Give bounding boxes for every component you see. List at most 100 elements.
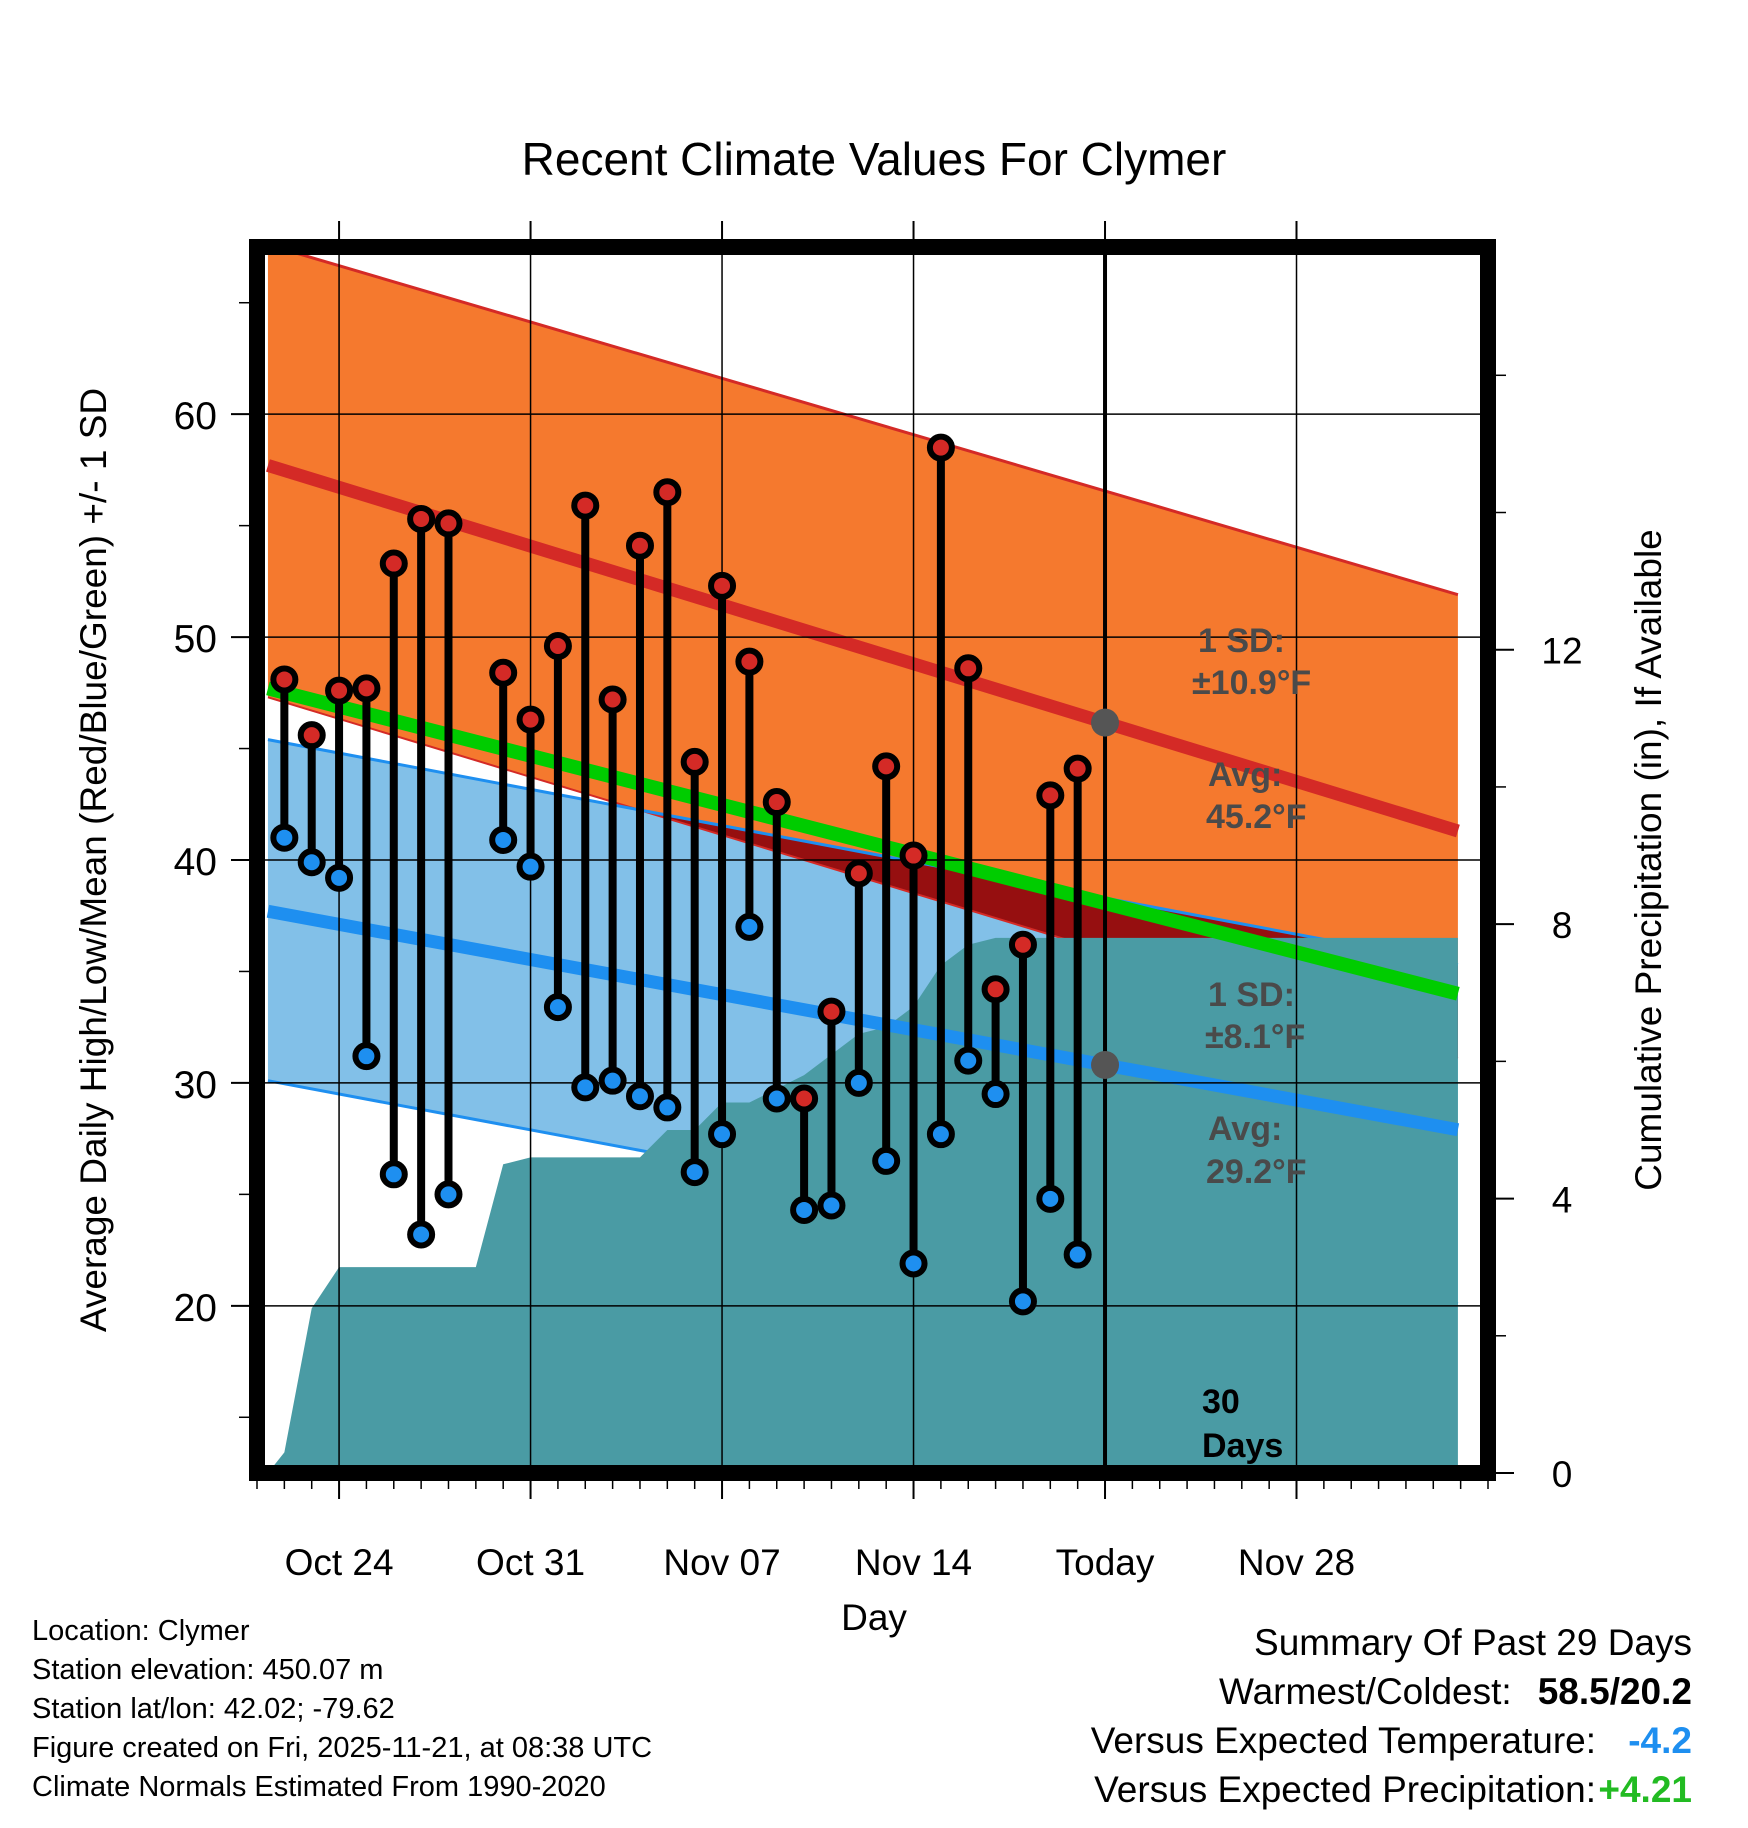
station-latlon: Station lat/lon: 42.02; -79.62 [32, 1693, 395, 1725]
day-range [489, 658, 518, 854]
day-range [543, 632, 572, 1022]
y-tick-label: 20 [174, 1287, 217, 1330]
daily-high-point [571, 491, 600, 520]
day-range [735, 647, 764, 941]
mean-avg-line [266, 681, 1460, 1001]
daily-high-point [352, 674, 381, 703]
x-tick-label: Today [1056, 1542, 1155, 1583]
summary-warm-cold: Warmest/Coldest: 58.5/20.2 [1091, 1667, 1692, 1716]
daily-low-point [434, 1180, 463, 1209]
daily-high-point [407, 504, 436, 533]
daily-low-point [680, 1158, 709, 1187]
warm-cold-value: 58.5/20.2 [1537, 1671, 1692, 1712]
figure-created: Figure created on Fri, 2025-11-21, at 08… [32, 1732, 653, 1764]
x-tick-label: Nov 28 [1238, 1542, 1355, 1583]
precip-vs-expected-value: +4.21 [1598, 1769, 1692, 1810]
daily-high-point [325, 676, 354, 705]
high-sd-value: ±10.9°F [1192, 664, 1311, 702]
daily-low-point [817, 1191, 846, 1220]
summary-panel: Summary Of Past 29 Days Warmest/Coldest:… [1091, 1618, 1692, 1814]
daily-low-point [735, 912, 764, 941]
normals-period: Climate Normals Estimated From 1990-2020 [32, 1771, 606, 1803]
daily-high-point [543, 632, 572, 661]
daily-low-point [872, 1146, 901, 1175]
day-range [653, 478, 682, 1122]
y-tick-label: 60 [174, 395, 217, 438]
low-avg-line [266, 904, 1460, 1137]
plot-frame [249, 239, 1496, 1481]
low-sd-label: 1 SD: [1208, 976, 1295, 1014]
daily-low-point [954, 1046, 983, 1075]
low-upper-line [267, 738, 1459, 967]
daily-high-point [981, 975, 1010, 1004]
daily-high-point [653, 478, 682, 507]
y2-tick-label: 4 [1552, 1180, 1573, 1221]
daily-low-point [790, 1195, 819, 1224]
daily-high-point [762, 788, 791, 817]
y2-axis-label: Cumulative Precipitation (in), If Availa… [1628, 529, 1669, 1191]
daily-low-point [981, 1080, 1010, 1109]
high-avg-label: Avg: [1208, 756, 1282, 794]
daily-low-point [1063, 1240, 1092, 1269]
y2-tick-label: 0 [1552, 1454, 1573, 1495]
x-axis-label: Day [841, 1597, 907, 1638]
daily-low-point [1036, 1184, 1065, 1213]
day-range [680, 747, 709, 1187]
daily-low-point [297, 848, 326, 877]
daily-low-point [653, 1093, 682, 1122]
daily-high-point [297, 721, 326, 750]
day-range [434, 509, 463, 1209]
chart-title: Recent Climate Values For Clymer [522, 133, 1227, 185]
daily-low-point [844, 1068, 873, 1097]
day-range [954, 654, 983, 1075]
daily-high-point [489, 658, 518, 687]
day-range [762, 788, 791, 1113]
y-axis-label: Average Daily High/Low/Mean (Red/Blue/Gr… [73, 388, 114, 1332]
x-tick-label: Nov 07 [663, 1542, 780, 1583]
day-range [981, 975, 1010, 1109]
daily-high-point [926, 433, 955, 462]
daily-low-point [543, 993, 572, 1022]
daily-high-point [790, 1084, 819, 1113]
x-tick-label: Oct 24 [285, 1542, 394, 1583]
low-avg-marker [1091, 1050, 1120, 1079]
day-range [899, 841, 928, 1278]
y-tick-label: 40 [174, 841, 217, 884]
daily-low-point [325, 863, 354, 892]
daily-high-point [680, 747, 709, 776]
day-range [844, 859, 873, 1097]
day-range [1008, 930, 1037, 1316]
y-tick-label: 30 [174, 1064, 217, 1107]
daily-high-point [1036, 781, 1065, 810]
temp-vs-expected-value: -4.2 [1628, 1720, 1692, 1761]
station-location: Location: Clymer [32, 1615, 250, 1647]
daily-low-point [270, 823, 299, 852]
daily-low-point [762, 1084, 791, 1113]
temp-vs-expected-label: Versus Expected Temperature: [1090, 1720, 1596, 1761]
warm-cold-label: Warmest/Coldest: [1219, 1671, 1512, 1712]
y2-tick-label: 12 [1541, 631, 1582, 672]
summary-temp: Versus Expected Temperature: -4.2 [1091, 1716, 1692, 1765]
x-tick-label: Nov 14 [855, 1542, 972, 1583]
day-range [325, 676, 354, 892]
daily-high-point [516, 705, 545, 734]
daily-high-point [1063, 754, 1092, 783]
daily-low-point [625, 1082, 654, 1111]
high-avg-line [266, 459, 1460, 838]
low-sd-value: ±8.1°F [1205, 1018, 1305, 1056]
daily-high-point [1008, 930, 1037, 959]
daily-low-point [516, 852, 545, 881]
daily-high-point [270, 665, 299, 694]
daily-low-point [571, 1073, 600, 1102]
daily-low-point [708, 1120, 737, 1149]
day-range [407, 504, 436, 1249]
daily-high-point [735, 647, 764, 676]
y2-tick-label: 8 [1552, 905, 1573, 946]
day-range [926, 433, 955, 1149]
daily-high-point [954, 654, 983, 683]
daily-high-point [379, 549, 408, 578]
day-range [817, 997, 846, 1220]
high-sd-label: 1 SD: [1198, 622, 1285, 660]
daily-high-point [844, 859, 873, 888]
